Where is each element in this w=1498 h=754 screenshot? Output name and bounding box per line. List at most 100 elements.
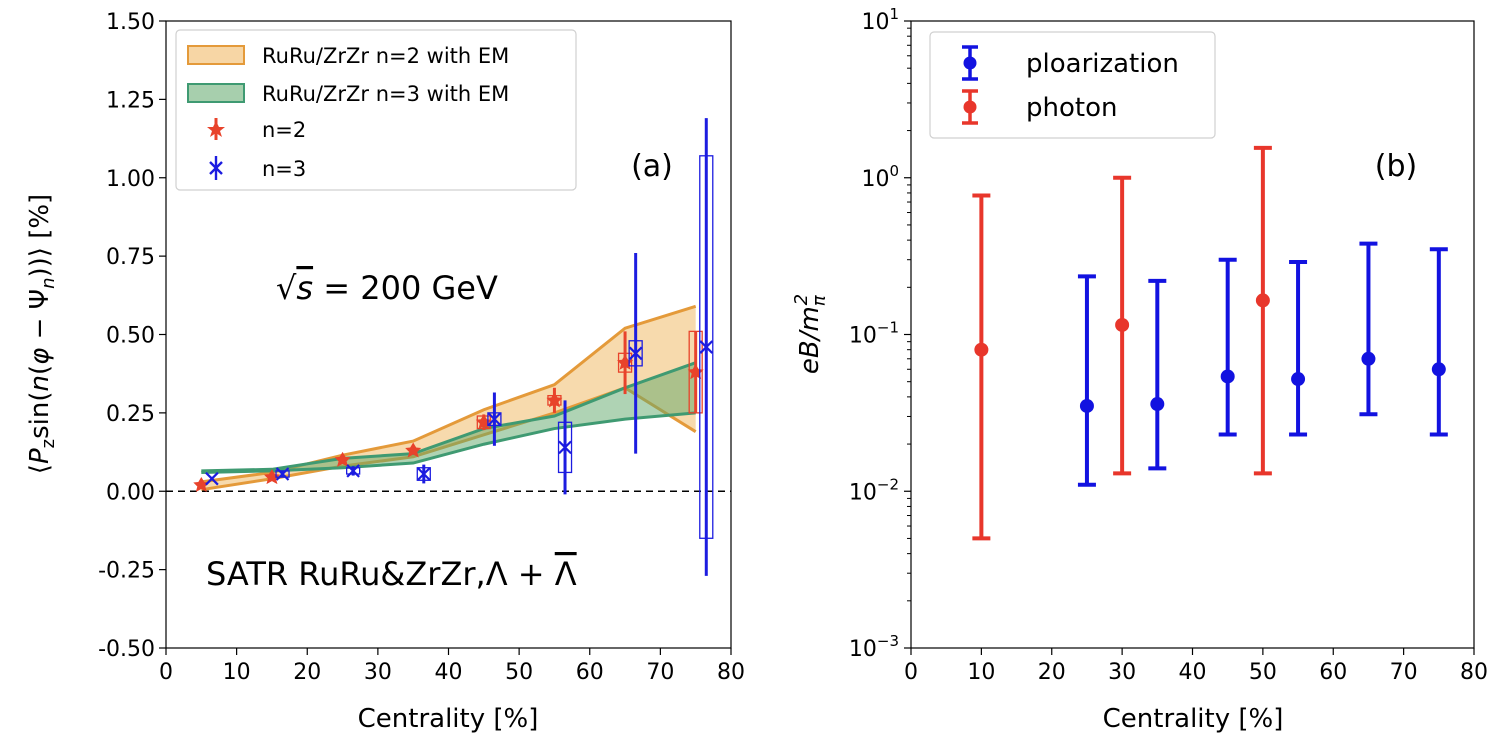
x-tick-label: 0 xyxy=(159,660,173,685)
marker-photon xyxy=(1115,317,1130,332)
x-tick-label: 60 xyxy=(576,660,604,685)
legend-label-ploarization: ploarization xyxy=(1026,49,1179,79)
y-axis-ticks: -0.50 -0.25 0.00 0.25 0.50 0.75 1.00 1.25 1.50 xyxy=(98,10,166,662)
panel-a-label: (a) xyxy=(631,149,673,184)
y-tick-label: 1.25 xyxy=(106,88,155,113)
marker-photon xyxy=(1255,293,1270,308)
x-tick-label: 80 xyxy=(1460,660,1488,685)
y-tick-label: -0.25 xyxy=(98,559,155,584)
marker-n3 xyxy=(417,467,431,481)
y-tick-label: 10−3 xyxy=(849,632,899,662)
point-photon xyxy=(972,193,991,541)
marker-n3 xyxy=(346,464,360,478)
marker-n3 xyxy=(487,412,502,426)
point-ploarization xyxy=(1289,260,1308,437)
point-n3 xyxy=(487,392,502,446)
legend-box xyxy=(175,29,577,191)
marker-n2 xyxy=(405,442,422,458)
legend-label-n3: n=3 xyxy=(262,157,306,181)
x-tick-label: 30 xyxy=(1108,660,1136,685)
x-tick-label: 70 xyxy=(1390,660,1418,685)
legend-marker-n2 xyxy=(207,118,225,140)
point-n3 xyxy=(557,400,573,495)
point-ploarization xyxy=(1077,274,1096,487)
point-photon xyxy=(1253,145,1272,476)
x-tick-label: 30 xyxy=(364,660,392,685)
marker-n3 xyxy=(558,440,572,455)
point-ploarization xyxy=(1429,247,1448,437)
x-tick-label: 60 xyxy=(1319,660,1347,685)
y-tick-label: 1.50 xyxy=(106,10,155,35)
point-n3 xyxy=(699,118,714,576)
y-tick-label: 10−2 xyxy=(849,475,899,505)
y-tick-label: 101 xyxy=(861,5,899,35)
marker-photon xyxy=(974,342,989,357)
marker-n3 xyxy=(205,471,219,486)
band-n2-area xyxy=(201,306,696,490)
legend-label-photon: photon xyxy=(1026,93,1117,123)
marker-n2 xyxy=(263,469,280,485)
point-ploarization xyxy=(1359,241,1378,417)
point-n2 xyxy=(546,387,563,413)
point-ploarization xyxy=(1148,278,1167,471)
marker-ploarization xyxy=(1291,372,1306,387)
marker-n2 xyxy=(193,476,210,492)
point-n2 xyxy=(405,442,422,458)
y-axis-ticks: 10−3 10−2 10−1 100 101 xyxy=(849,5,911,662)
y-tick-label: 1.00 xyxy=(106,167,155,192)
x-tick-label: 10 xyxy=(967,660,995,685)
x-tick-label: 80 xyxy=(717,660,745,685)
point-n2 xyxy=(334,451,351,467)
y-tick-label: 0.00 xyxy=(106,480,155,505)
marker-ploarization xyxy=(1361,351,1376,366)
band-n3-area xyxy=(201,362,696,473)
point-n3 xyxy=(416,464,431,484)
legend-marker-ploarization xyxy=(962,45,978,81)
panel-a: 0 10 20 30 40 50 60 70 80 -0.50 -0.25 0.00 0.25 0.50… xyxy=(25,10,745,734)
panel-b: 0 10 20 30 40 50 60 70 80 10−3 10−2 10−1 100 101 Cen… xyxy=(791,5,1488,734)
data-series xyxy=(972,145,1448,541)
marker-n2 xyxy=(546,392,563,408)
x-axis-ticks: 0 10 20 30 40 50 60 70 80 xyxy=(904,648,1488,685)
x-axis-ticks: 0 10 20 30 40 50 60 70 80 xyxy=(159,648,745,685)
panel-b-label: (b) xyxy=(1375,149,1417,184)
point-n3 xyxy=(346,464,361,478)
point-n2 xyxy=(263,469,280,485)
x-tick-label: 10 xyxy=(223,660,251,685)
legend-marker-photon xyxy=(962,89,978,125)
x-axis-title: Centrality [%] xyxy=(1103,704,1284,734)
point-n3 xyxy=(275,467,290,481)
marker-ploarization xyxy=(1150,397,1165,412)
legend-label-n3-band: RuRu/ZrZr n=3 with EM xyxy=(262,82,509,106)
y-tick-label: 0.75 xyxy=(106,245,155,270)
x-tick-label: 50 xyxy=(505,660,533,685)
x-tick-label: 0 xyxy=(904,660,918,685)
x-tick-label: 70 xyxy=(646,660,674,685)
x-tick-label: 50 xyxy=(1249,660,1277,685)
x-axis-title: Centrality [%] xyxy=(358,704,539,734)
y-tick-label: 0.25 xyxy=(106,402,155,427)
legend-label-n2: n=2 xyxy=(262,118,306,142)
y-axis-title: ⟨Pzsin(n(φ − Ψn))⟩ [%] xyxy=(25,194,59,474)
point-n3 xyxy=(628,252,643,454)
point-n2 xyxy=(193,476,210,492)
collision-annotation: SATR RuRu&ZrZr,Λ + Λ xyxy=(206,555,577,593)
y-tick-label: 10−1 xyxy=(849,319,899,349)
marker-ploarization xyxy=(1079,398,1094,413)
y-axis-title: eB/mπ2 xyxy=(791,294,830,374)
point-ploarization xyxy=(1218,257,1237,437)
legend-swatch-n3-band xyxy=(187,83,245,103)
legend-marker-n3 xyxy=(209,156,223,180)
point-n3 xyxy=(205,471,219,486)
theory-bands xyxy=(201,304,697,492)
legend-swatch-n2-band xyxy=(187,45,245,65)
marker-ploarization xyxy=(1431,362,1446,377)
data-series xyxy=(193,118,714,576)
x-tick-label: 20 xyxy=(293,660,321,685)
legend-box xyxy=(929,31,1216,139)
legend-label-n2-band: RuRu/ZrZr n=2 with EM xyxy=(262,44,509,68)
x-tick-label: 40 xyxy=(1179,660,1207,685)
y-tick-label: 100 xyxy=(861,162,899,192)
marker-n3 xyxy=(699,340,714,354)
